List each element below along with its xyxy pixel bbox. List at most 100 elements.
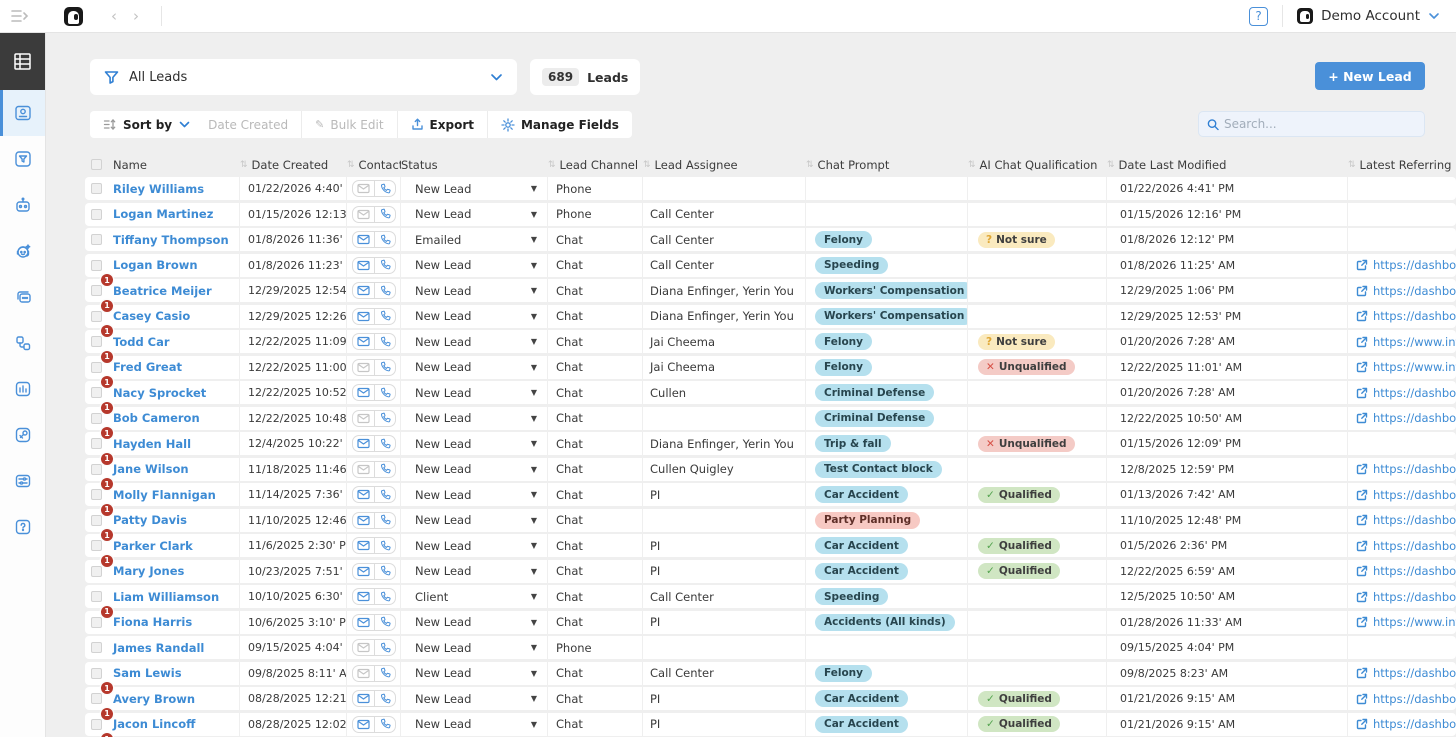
call-button[interactable]: [373, 334, 395, 349]
row-checkbox[interactable]: [91, 616, 102, 628]
sidebar-item-leads[interactable]: [0, 90, 45, 136]
email-button[interactable]: [353, 538, 374, 553]
column-header-lead-channel[interactable]: ⇅ Lead Channel: [548, 157, 639, 172]
status-dropdown-caret[interactable]: ▼: [530, 337, 537, 346]
referring-url-cell[interactable]: [1348, 228, 1408, 251]
status-dropdown-caret[interactable]: ▼: [530, 311, 537, 321]
sidebar-item-integrations[interactable]: [0, 412, 45, 458]
sidebar-item-spreadsheet[interactable]: [0, 33, 45, 90]
status-cell[interactable]: New Lead ▼: [401, 559, 548, 583]
status-dropdown-caret[interactable]: ▼: [530, 668, 537, 678]
row-checkbox[interactable]: [91, 463, 102, 475]
row-checkbox[interactable]: [91, 565, 102, 577]
status-cell[interactable]: New Lead ▼: [401, 304, 548, 328]
row-checkbox[interactable]: [91, 540, 102, 551]
sort-by-button[interactable]: Sort by Date Created: [90, 111, 301, 138]
email-button[interactable]: [353, 385, 374, 400]
column-header-latest-referring-url[interactable]: ⇅Latest Referring URL: [1348, 157, 1456, 172]
lead-name-link[interactable]: Tiffany Thompson: [113, 232, 229, 247]
email-button[interactable]: [353, 487, 374, 502]
referring-url-cell[interactable]: https://dashboard.: [1348, 483, 1456, 506]
status-dropdown-caret[interactable]: ▼: [530, 490, 537, 499]
sidebar-item-filters[interactable]: [0, 136, 45, 182]
referring-url-cell[interactable]: [1348, 203, 1408, 226]
row-checkbox[interactable]: [91, 259, 102, 271]
status-dropdown-caret[interactable]: ▼: [530, 439, 537, 448]
app-logo[interactable]: [64, 6, 83, 26]
lead-name-link[interactable]: Fred Great: [113, 360, 182, 374]
status-cell[interactable]: New Lead ▼: [401, 381, 548, 404]
email-button[interactable]: [353, 589, 374, 604]
email-button[interactable]: [353, 615, 374, 630]
manage-fields-button[interactable]: Manage Fields: [486, 111, 632, 138]
status-dropdown-caret[interactable]: ▼: [530, 413, 537, 423]
email-button[interactable]: [353, 258, 374, 273]
column-header-lead-assignee[interactable]: ⇅ Lead Assignee: [643, 157, 738, 172]
new-lead-button[interactable]: + New Lead: [1315, 62, 1425, 90]
lead-name-link[interactable]: Parker Clark: [113, 538, 193, 553]
column-header-ai-chat-qualification[interactable]: ⇅ AI Chat Qualification: [968, 157, 1098, 172]
status-dropdown-caret[interactable]: ▼: [530, 286, 537, 295]
call-button[interactable]: [373, 716, 395, 732]
email-button[interactable]: [353, 691, 374, 706]
status-dropdown-caret[interactable]: ▼: [530, 260, 537, 270]
row-checkbox[interactable]: [91, 438, 102, 449]
lead-name-link[interactable]: Fiona Harris: [113, 615, 193, 629]
sidebar-item-analytics[interactable]: [0, 366, 45, 412]
status-dropdown-caret[interactable]: ▼: [530, 464, 537, 474]
call-button[interactable]: [373, 257, 395, 273]
referring-url-cell[interactable]: https://www.intake: [1348, 611, 1456, 634]
select-all-checkbox[interactable]: [91, 159, 102, 170]
row-checkbox[interactable]: [91, 718, 102, 730]
call-button[interactable]: [373, 410, 395, 426]
status-cell[interactable]: New Lead ▼: [401, 432, 548, 455]
referring-url-cell[interactable]: https://dashboard.: [1348, 254, 1456, 277]
lead-name-link[interactable]: Jacon Lincoff: [113, 717, 196, 731]
status-dropdown-caret[interactable]: ▼: [530, 541, 537, 550]
call-button[interactable]: [373, 640, 395, 655]
lead-name-link[interactable]: Nacy Sprocket: [113, 385, 207, 400]
lead-name-link[interactable]: Patty Davis: [113, 513, 187, 527]
referring-url-cell[interactable]: https://dashboard.: [1348, 687, 1456, 710]
lead-name-link[interactable]: Jane Wilson: [113, 462, 189, 476]
status-dropdown-caret[interactable]: ▼: [530, 592, 537, 601]
email-button[interactable]: [353, 334, 374, 349]
status-cell[interactable]: New Lead ▼: [401, 636, 548, 659]
status-cell[interactable]: New Lead ▼: [401, 457, 548, 481]
status-dropdown-caret[interactable]: ▼: [530, 694, 537, 703]
status-dropdown-caret[interactable]: ▼: [530, 515, 537, 525]
referring-url-cell[interactable]: https://dashboard.: [1348, 509, 1456, 532]
row-checkbox[interactable]: [91, 285, 102, 296]
referring-url-cell[interactable]: https://dashboard.: [1348, 662, 1456, 685]
sidebar-item-workflows[interactable]: [0, 320, 45, 366]
status-dropdown-caret[interactable]: ▼: [530, 235, 537, 244]
referring-url-cell[interactable]: https://www.intake: [1348, 330, 1456, 353]
lead-name-link[interactable]: Casey Casio: [113, 309, 191, 323]
row-checkbox[interactable]: [91, 514, 102, 526]
status-dropdown-caret[interactable]: ▼: [530, 184, 537, 193]
search-input[interactable]: [1223, 117, 1416, 131]
sidebar-item-bots[interactable]: [0, 182, 45, 228]
lead-name-link[interactable]: Bob Cameron: [113, 411, 200, 425]
lead-name-link[interactable]: Liam Williamson: [113, 589, 220, 604]
lead-name-link[interactable]: Hayden Hall: [113, 436, 192, 451]
sidebar-item-help[interactable]: [0, 504, 45, 550]
status-dropdown-caret[interactable]: ▼: [530, 362, 537, 372]
row-checkbox[interactable]: [91, 336, 102, 347]
row-checkbox[interactable]: [91, 183, 102, 194]
row-checkbox[interactable]: [91, 234, 102, 245]
status-cell[interactable]: New Lead ▼: [401, 534, 548, 557]
call-button[interactable]: [373, 563, 395, 579]
call-button[interactable]: [373, 283, 395, 298]
row-checkbox[interactable]: [91, 591, 102, 602]
email-button[interactable]: [353, 666, 374, 681]
referring-url-cell[interactable]: https://dashboard.: [1348, 407, 1456, 430]
referring-url-cell[interactable]: https://dashboard.: [1348, 713, 1456, 736]
referring-url-cell[interactable]: [1348, 177, 1408, 200]
status-cell[interactable]: New Lead ▼: [401, 508, 548, 532]
nav-forward-icon[interactable]: ›: [133, 7, 139, 25]
call-button[interactable]: [373, 385, 395, 400]
referring-url-cell[interactable]: https://dashboard.: [1348, 585, 1456, 608]
email-button[interactable]: [353, 436, 374, 451]
status-dropdown-caret[interactable]: ▼: [530, 643, 537, 652]
